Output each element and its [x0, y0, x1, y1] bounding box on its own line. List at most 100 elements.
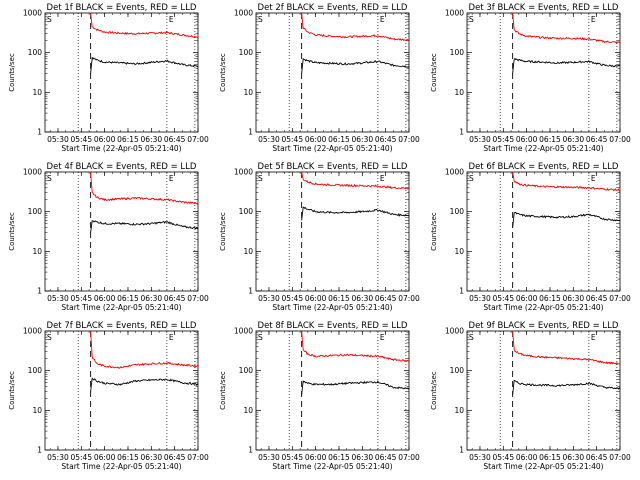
- x-tick-label: 06:30: [141, 294, 163, 303]
- y-tick-label: 1: [459, 446, 464, 455]
- y-tick-label: 10: [243, 88, 253, 97]
- y-tick-label: 1: [248, 128, 253, 137]
- y-tick-label: 1000: [234, 168, 253, 177]
- y-tick-label: 1000: [445, 9, 464, 18]
- x-tick-label: 07:00: [609, 135, 631, 144]
- series-line-red: [512, 171, 621, 192]
- series-line-red: [90, 171, 199, 205]
- y-tick-label: 100: [450, 207, 465, 216]
- x-tick-label: 07:00: [187, 294, 209, 303]
- chart-panel-9: Det 9f BLACK = Events, RED = LLD 1 10 100 10…: [430, 321, 631, 471]
- x-tick-label: 06:45: [375, 135, 397, 144]
- series-line-red: [90, 12, 199, 39]
- x-tick-label: 06:45: [586, 453, 608, 462]
- x-tick-label: 07:00: [398, 135, 420, 144]
- chart-title: Det 5f BLACK = Events, RED = LLD: [258, 162, 408, 172]
- x-tick-label: 05:30: [258, 294, 280, 303]
- y-tick-label: 100: [28, 48, 43, 57]
- x-tick-label: 06:30: [563, 453, 585, 462]
- x-tick-label: 05:45: [492, 135, 514, 144]
- x-tick-label: 06:00: [94, 135, 116, 144]
- x-tick-label: 06:00: [516, 135, 538, 144]
- x-tick-label: 06:15: [117, 453, 139, 462]
- series-line-red: [301, 12, 410, 42]
- x-axis-label: Start Time (22-Apr-05 05:21:40): [483, 462, 603, 471]
- x-tick-label: 06:30: [141, 453, 163, 462]
- y-tick-label: 1000: [23, 327, 42, 336]
- y-tick-label: 1: [37, 128, 42, 137]
- series-line-red: [301, 330, 410, 363]
- x-tick-label: 05:45: [70, 294, 92, 303]
- end-flag: E: [380, 174, 385, 183]
- x-tick-label: 05:30: [258, 453, 280, 462]
- x-tick-label: 05:30: [469, 294, 491, 303]
- x-tick-label: 06:45: [586, 294, 608, 303]
- x-axis-label: Start Time (22-Apr-05 05:21:40): [272, 462, 392, 471]
- y-tick-label: 10: [32, 88, 42, 97]
- x-tick-label: 06:00: [305, 294, 327, 303]
- y-tick-label: 100: [450, 48, 465, 57]
- x-axis-label: Start Time (22-Apr-05 05:21:40): [61, 144, 181, 153]
- x-tick-label: 06:00: [305, 135, 327, 144]
- y-tick-label: 100: [239, 366, 254, 375]
- y-tick-label: 1000: [234, 327, 253, 336]
- y-tick-label: 10: [454, 88, 464, 97]
- chart-title: Det 9f BLACK = Events, RED = LLD: [469, 321, 619, 331]
- plot-frame: [44, 330, 199, 451]
- x-tick-label: 06:45: [164, 453, 186, 462]
- x-tick-label: 07:00: [187, 135, 209, 144]
- x-tick-label: 06:15: [539, 135, 561, 144]
- x-tick-label: 06:15: [117, 135, 139, 144]
- y-tick-label: 100: [28, 207, 43, 216]
- x-tick-label: 05:30: [47, 135, 69, 144]
- x-tick-label: 05:30: [469, 135, 491, 144]
- y-tick-label: 100: [239, 207, 254, 216]
- x-tick-label: 07:00: [609, 453, 631, 462]
- start-flag: S: [47, 333, 52, 342]
- x-tick-label: 06:15: [328, 453, 350, 462]
- series-line-black: [301, 380, 410, 395]
- y-tick-label: 10: [454, 247, 464, 256]
- y-axis-label: Counts/sec: [8, 53, 16, 92]
- start-flag: S: [258, 174, 263, 183]
- y-tick-label: 10: [243, 247, 253, 256]
- x-tick-label: 06:45: [375, 453, 397, 462]
- y-tick-label: 1000: [445, 327, 464, 336]
- series-line-black: [301, 206, 410, 221]
- chart-panel-3: Det 3f BLACK = Events, RED = LLD 1 10 100 10…: [430, 3, 631, 153]
- y-tick-label: 10: [32, 406, 42, 415]
- series-line-black: [301, 58, 410, 74]
- x-tick-label: 06:30: [352, 135, 374, 144]
- chart-title: Det 2f BLACK = Events, RED = LLD: [258, 3, 408, 13]
- chart-title: Det 4f BLACK = Events, RED = LLD: [47, 162, 197, 172]
- plot-frame: [466, 171, 621, 292]
- start-flag: S: [469, 15, 474, 24]
- x-tick-label: 06:45: [586, 135, 608, 144]
- end-flag: E: [169, 15, 174, 24]
- series-line-red: [512, 12, 621, 44]
- y-axis-label: Counts/sec: [430, 212, 438, 251]
- x-axis-label: Start Time (22-Apr-05 05:21:40): [61, 462, 181, 471]
- x-axis-label: Start Time (22-Apr-05 05:21:40): [483, 144, 603, 153]
- x-tick-label: 06:15: [117, 294, 139, 303]
- x-tick-label: 07:00: [187, 453, 209, 462]
- end-flag: E: [169, 174, 174, 183]
- x-tick-label: 06:30: [352, 294, 374, 303]
- chart-panel-7: Det 7f BLACK = Events, RED = LLD 1 10 100 10…: [8, 321, 209, 471]
- y-tick-label: 1: [37, 287, 42, 296]
- end-flag: E: [380, 15, 385, 24]
- x-tick-label: 06:30: [141, 135, 163, 144]
- y-tick-label: 1: [248, 446, 253, 455]
- y-tick-label: 10: [243, 406, 253, 415]
- series-line-black: [512, 57, 621, 74]
- series-line-black: [90, 220, 199, 233]
- chart-panel-6: Det 6f BLACK = Events, RED = LLD 1 10 100 10…: [430, 162, 631, 312]
- start-flag: S: [47, 174, 52, 183]
- x-tick-label: 06:00: [94, 294, 116, 303]
- y-axis-label: Counts/sec: [219, 53, 227, 92]
- x-tick-label: 05:45: [281, 294, 303, 303]
- chart-panel-1: Det 1f BLACK = Events, RED = LLD 1 10 100 10…: [8, 3, 209, 153]
- x-tick-label: 06:30: [352, 453, 374, 462]
- y-tick-label: 1: [459, 128, 464, 137]
